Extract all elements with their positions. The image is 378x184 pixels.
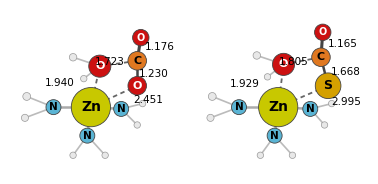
Text: O: O	[319, 27, 327, 37]
Circle shape	[253, 52, 260, 59]
Circle shape	[267, 128, 282, 143]
Text: 1.165: 1.165	[327, 39, 357, 49]
Text: 2.451: 2.451	[133, 95, 163, 105]
Text: Zn: Zn	[268, 100, 288, 114]
Circle shape	[257, 152, 263, 158]
Circle shape	[69, 54, 77, 61]
Circle shape	[273, 53, 294, 75]
Circle shape	[259, 88, 298, 127]
Circle shape	[114, 101, 129, 116]
Circle shape	[46, 100, 61, 115]
Circle shape	[264, 74, 271, 80]
Circle shape	[312, 48, 330, 66]
Circle shape	[71, 88, 110, 127]
Text: O: O	[137, 33, 145, 43]
Text: 1.940: 1.940	[45, 78, 74, 88]
Text: N: N	[49, 102, 58, 112]
Circle shape	[315, 73, 341, 99]
Circle shape	[81, 75, 87, 82]
Circle shape	[231, 100, 246, 115]
Circle shape	[133, 29, 149, 46]
Text: S: S	[324, 79, 333, 92]
Text: C: C	[133, 56, 141, 66]
Circle shape	[289, 152, 296, 158]
Circle shape	[89, 55, 111, 77]
Text: N: N	[270, 131, 279, 141]
Circle shape	[128, 52, 147, 70]
Circle shape	[134, 122, 141, 128]
Text: N: N	[306, 104, 314, 114]
Text: 1.668: 1.668	[331, 67, 361, 77]
Text: 1.230: 1.230	[138, 69, 168, 79]
Text: 1.176: 1.176	[144, 43, 174, 52]
Circle shape	[207, 114, 214, 121]
Text: 1.805: 1.805	[279, 57, 308, 67]
Text: C: C	[317, 52, 325, 62]
Text: N: N	[117, 104, 125, 114]
Circle shape	[23, 93, 31, 100]
Circle shape	[314, 24, 331, 40]
Text: N: N	[235, 102, 243, 112]
Circle shape	[70, 152, 76, 158]
Text: Zn: Zn	[81, 100, 101, 114]
Circle shape	[128, 77, 147, 95]
Text: O: O	[279, 59, 288, 69]
Text: N: N	[83, 131, 92, 141]
Text: 1.929: 1.929	[230, 79, 260, 89]
Circle shape	[208, 93, 216, 100]
Circle shape	[303, 101, 318, 116]
Circle shape	[321, 122, 328, 128]
Circle shape	[139, 100, 146, 107]
Text: 2.995: 2.995	[331, 97, 361, 107]
Text: O: O	[133, 81, 142, 91]
Circle shape	[22, 114, 28, 121]
Circle shape	[80, 128, 95, 143]
Circle shape	[102, 152, 108, 158]
Circle shape	[328, 100, 335, 107]
Text: O: O	[95, 61, 104, 71]
Text: 1.723: 1.723	[94, 57, 124, 67]
